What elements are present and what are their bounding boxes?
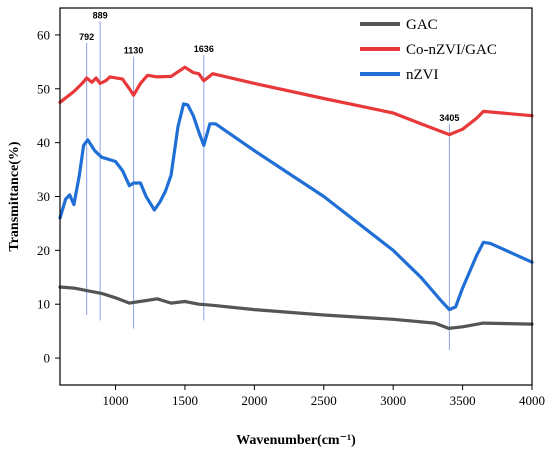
peak-label-792: 792 [79, 32, 94, 42]
y-tick-label: 50 [37, 81, 50, 96]
x-tick-label: 1000 [103, 393, 129, 408]
series-line-0 [58, 285, 534, 330]
y-tick-label: 60 [37, 27, 50, 42]
y-tick-label: 30 [37, 189, 50, 204]
x-axis-title: Wavenumber(cm⁻¹) [236, 433, 356, 448]
x-tick-label: 2500 [311, 393, 337, 408]
legend: GAC Co-nZVI/GAC nZVI [360, 17, 497, 83]
x-tick-label: 1500 [172, 393, 198, 408]
peak-label-3405: 3405 [439, 113, 459, 123]
x-axis-ticks: 1000 1500 2000 2500 3000 3500 4000 [103, 385, 545, 408]
y-tick-label: 40 [37, 135, 50, 150]
y-tick-label: 10 [37, 297, 50, 312]
legend-label-0: GAC [406, 17, 438, 33]
y-tick-label: 0 [44, 351, 51, 366]
x-tick-label: 4000 [519, 393, 545, 408]
x-tick-label: 2000 [241, 393, 267, 408]
peak-label-889: 889 [93, 10, 108, 20]
y-axis-ticks: 0 10 20 30 40 50 60 [37, 27, 60, 366]
x-tick-label: 3000 [380, 393, 406, 408]
peak-label-1636: 1636 [194, 44, 214, 54]
legend-label-1: Co-nZVI/GAC [406, 42, 497, 58]
series-line-2 [58, 102, 534, 312]
x-tick-label: 3500 [450, 393, 476, 408]
peak-annotations: 792 889 1130 1636 3405 [79, 10, 459, 350]
peak-label-1130: 1130 [124, 45, 144, 55]
legend-label-2: nZVI [406, 67, 439, 83]
series-line-1 [58, 65, 534, 137]
y-axis-title: Transmittance(%) [7, 141, 22, 251]
y-tick-label: 20 [37, 243, 50, 258]
series-lines [58, 65, 534, 330]
